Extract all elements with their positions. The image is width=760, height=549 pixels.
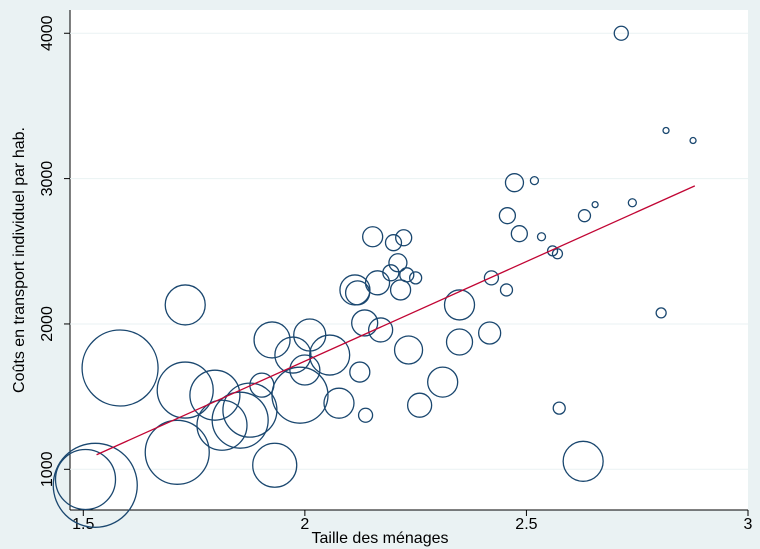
bubble <box>613 25 629 41</box>
bubble <box>164 284 206 326</box>
y-tick-label: 2000 <box>39 306 56 342</box>
plot-area <box>70 10 748 510</box>
bubble <box>427 366 459 398</box>
bubble <box>510 225 528 243</box>
y-tick-label: 1000 <box>39 451 56 487</box>
bubble <box>408 271 423 285</box>
bubble <box>395 229 413 247</box>
bubble <box>393 335 424 365</box>
x-tick-label: 2 <box>300 516 309 533</box>
bubble <box>483 270 500 286</box>
bubble <box>52 442 138 528</box>
bubble <box>504 173 525 193</box>
x-axis-title: Taille des ménages <box>312 530 449 547</box>
bubble <box>271 366 329 424</box>
bubble <box>364 270 391 296</box>
bubble <box>591 200 599 209</box>
bubble <box>498 207 517 225</box>
bubble <box>406 392 433 418</box>
bubble <box>323 387 355 419</box>
bubble <box>156 361 214 419</box>
bubble <box>552 401 566 415</box>
bubble <box>367 317 394 343</box>
bubble <box>499 283 514 297</box>
y-tick-label: 4000 <box>39 15 56 51</box>
y-axis-title: Coûts en transport individuel par hab. <box>11 127 28 393</box>
bubble <box>309 334 351 376</box>
bubble <box>389 279 412 301</box>
bubble <box>289 354 321 386</box>
bubble <box>351 309 379 337</box>
bubble <box>655 307 667 319</box>
bubble <box>562 440 604 482</box>
bubble <box>443 289 476 321</box>
bubble <box>357 407 374 423</box>
bubble <box>54 448 117 511</box>
bubble <box>536 232 547 242</box>
bubble <box>274 336 312 374</box>
bubble <box>478 321 502 345</box>
bubble <box>252 442 298 488</box>
bubble <box>196 399 248 451</box>
bubble <box>551 248 564 260</box>
bubble <box>529 175 540 186</box>
bubble <box>388 253 408 273</box>
bubble <box>445 328 474 356</box>
bubble <box>399 267 415 283</box>
x-tick-label: 2.5 <box>515 516 537 533</box>
bubble <box>144 419 210 485</box>
bubble <box>189 369 241 421</box>
x-tick-label: 3 <box>744 516 753 533</box>
bubble <box>627 198 637 208</box>
bubble <box>81 329 159 407</box>
x-tick-label: 1.5 <box>72 516 94 533</box>
bubble <box>382 264 400 282</box>
bubble <box>662 126 670 135</box>
y-tick-label: 3000 <box>39 161 56 197</box>
bubble <box>384 234 403 252</box>
bubble <box>689 136 697 145</box>
bubble <box>349 361 371 383</box>
bubble <box>253 321 291 359</box>
fit-line <box>96 185 696 456</box>
bubble <box>211 391 269 449</box>
bubble <box>577 209 592 223</box>
bubble <box>362 226 384 248</box>
bubble <box>344 280 371 306</box>
